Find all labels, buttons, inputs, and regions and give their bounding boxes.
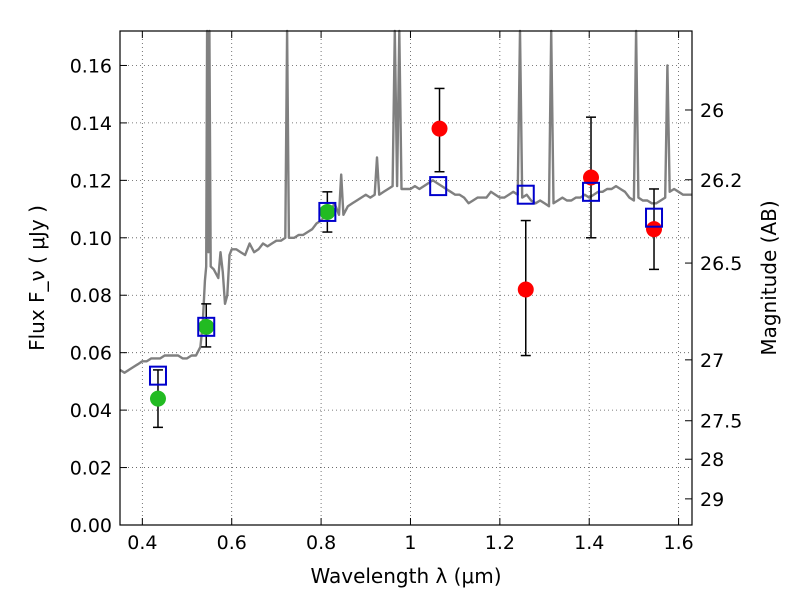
plot-frame — [119, 30, 693, 526]
y-tick-label: 0.08 — [70, 285, 112, 307]
x-axis-label: Wavelength λ (μm) — [310, 564, 501, 588]
model-square-marker — [429, 176, 448, 197]
mag-tick-label: 29 — [700, 489, 724, 511]
model-square-marker — [148, 365, 167, 386]
x-tick-label: 1 — [404, 532, 416, 554]
mag-tick-label: 27.5 — [700, 411, 742, 433]
y-axis-label-right: Magnitude (AB) — [757, 200, 781, 355]
model-square-marker — [582, 181, 601, 202]
mag-tick-label: 28 — [700, 449, 724, 471]
model-square-marker — [197, 316, 216, 337]
x-tick-label: 1.4 — [574, 532, 604, 554]
measured-points — [149, 120, 663, 407]
x-tick-label: 1.2 — [485, 532, 515, 554]
y-tick-label: 0.00 — [70, 515, 112, 537]
y-tick-label: 0.04 — [70, 400, 112, 422]
green-data-point — [149, 390, 166, 407]
y-axis-label-left: Flux F_ν ( μJy ) — [25, 205, 49, 351]
y-tick-label: 0.14 — [70, 113, 112, 135]
y-tick-label: 0.10 — [70, 228, 112, 250]
mag-tick-label: 26.5 — [700, 253, 742, 275]
mag-tick-label: 26.2 — [700, 170, 742, 192]
y-tick-label: 0.02 — [70, 458, 112, 480]
model-spectrum — [119, 29, 692, 374]
red-data-point — [431, 120, 448, 137]
x-tick-label: 1.6 — [663, 532, 693, 554]
model-squares — [148, 176, 664, 386]
green-data-point — [198, 318, 215, 335]
model-spectrum-line — [119, 29, 692, 374]
red-data-point — [583, 169, 600, 186]
red-data-point — [646, 221, 663, 238]
model-square-marker — [645, 207, 664, 228]
red-data-point — [517, 281, 534, 298]
model-square-marker — [318, 201, 337, 222]
green-data-point — [319, 203, 336, 220]
axis-ticks: 0.4 0.6 0.8 1 1.2 1.4 1.6 0.00 0.02 0.04 0.06 0.08 0… — [70, 31, 742, 554]
y-tick-label: 0.06 — [70, 343, 112, 365]
x-tick-label: 0.4 — [127, 532, 157, 554]
mag-tick-label: 26 — [700, 100, 724, 122]
model-square-marker — [516, 184, 535, 205]
y-tick-label: 0.16 — [70, 55, 112, 77]
x-tick-label: 0.6 — [217, 532, 247, 554]
mag-tick-label: 27 — [700, 350, 724, 372]
x-tick-label: 0.8 — [306, 532, 336, 554]
y-tick-label: 0.12 — [70, 170, 112, 192]
